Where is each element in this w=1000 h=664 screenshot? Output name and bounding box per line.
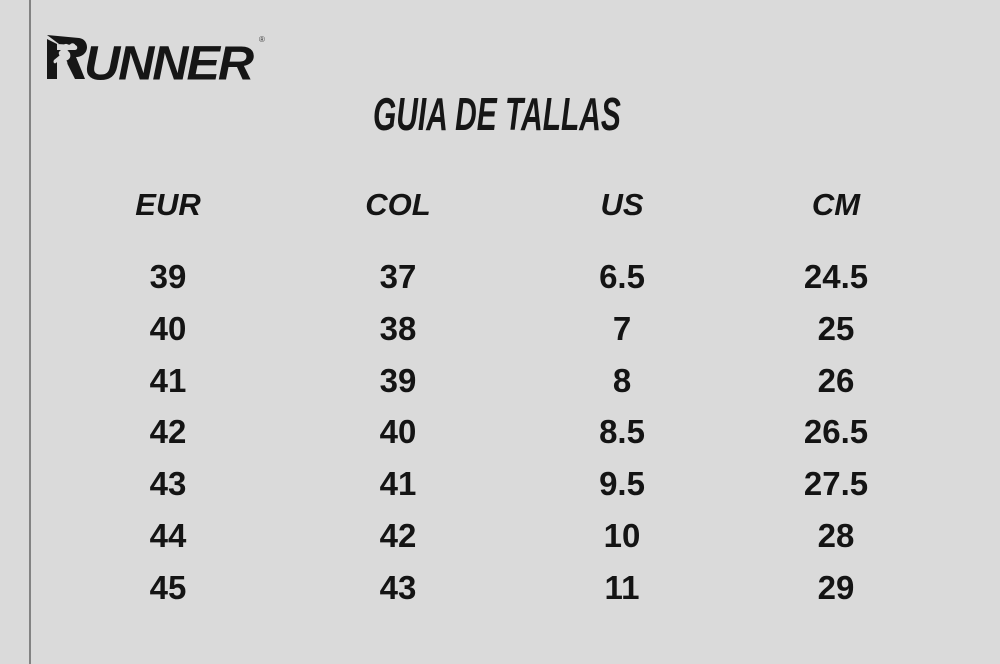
svg-text:®: ® bbox=[259, 35, 265, 44]
svg-text:UNNER: UNNER bbox=[84, 38, 254, 91]
